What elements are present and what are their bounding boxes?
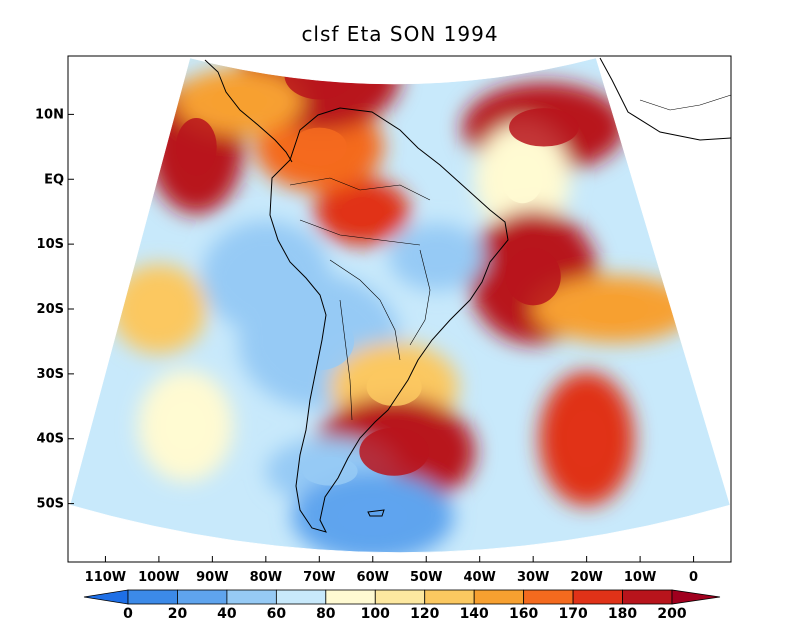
field-region-core [502,155,543,204]
colorbar-level-label: 180 [608,606,637,618]
x-tick-label: 90W [196,570,228,585]
x-tick-label: 40W [463,570,495,585]
colorbar-level-label: 200 [657,606,686,618]
colorbar-segment [374,589,426,605]
x-tick-label: 100W [138,570,179,585]
x-tick-label: 50W [410,570,442,585]
field-region-core [566,409,608,468]
x-tick-label: 0 [689,570,698,585]
colorbar-level-label: 60 [267,606,287,618]
colorbar-segment [127,589,178,605]
y-tick-label: EQ [44,172,64,187]
colorbar-level-label: 140 [460,606,489,618]
x-axis: 110W 100W 90W 80W 70W 60W 50W 40W 30W 20W 10W 0 [85,556,698,585]
field-region-core [578,294,649,324]
x-tick-label: 60W [357,570,389,585]
colorbar-level-label: 170 [558,606,587,618]
colorbar-level-label: 20 [168,606,188,618]
y-tick-label: 20S [37,302,64,317]
field-region-core [284,312,355,371]
colorbar-segment [275,589,327,605]
y-tick-label: 10N [35,107,64,122]
africa-coast [599,57,732,141]
x-tick-label: 20W [570,570,602,585]
x-tick-label: 10W [624,570,656,585]
x-tick-label: 70W [303,570,335,585]
x-tick-label: 80W [250,570,282,585]
colorbar-segment [572,589,623,605]
chart-title: clsf Eta SON 1994 [301,22,498,46]
domain-outline [69,57,731,553]
colorbar-level-label: 80 [316,606,336,618]
y-tick-label: 50S [37,497,64,512]
colorbar-segment [622,589,673,605]
colorbar-level-label: 160 [509,606,538,618]
colorbar-level-label: 120 [410,606,439,618]
map-panel [67,55,732,563]
colorbar-segment [226,589,277,605]
colorbar-segment [177,589,228,605]
colorbar-segment [473,589,525,605]
colorbar: 0 20 40 60 80 100 120 140 160 170 180 200 [83,589,721,618]
y-axis: 10N EQ 10S 20S 30S 40S 50S [35,107,74,512]
field-sharp [138,58,649,536]
colorbar-level-label: 40 [217,606,237,618]
field-region-core [359,427,429,476]
field-region-core [175,118,217,176]
x-tick-label: 30W [517,570,549,585]
field-layer [70,58,730,553]
country-borders [289,94,732,421]
field-region-core [366,367,422,407]
y-tick-label: 40S [37,432,64,447]
field-region-core [211,87,267,116]
field-region-core [505,247,561,306]
y-tick-label: 10S [37,237,64,252]
colorbar-level-label: 100 [361,606,390,618]
y-tick-label: 30S [37,367,64,382]
field-region-core [238,252,294,301]
south-america-coast [269,107,509,533]
colorbar-segment [523,589,574,605]
colorbar-lower-extension [83,589,129,605]
field-region-core [165,401,207,450]
field-region-core [341,197,383,227]
coastlines [204,57,732,533]
falklands [367,509,385,517]
x-tick-label: 110W [85,570,126,585]
field-region-core [138,289,180,329]
field-region-core [416,242,458,272]
central-america-coast [204,59,293,163]
colorbar-upper-extension [671,589,721,605]
colorbar-segment [424,589,475,605]
field-region-core [509,108,579,147]
colorbar-segment [325,589,376,605]
colorbar-level-label: 0 [123,606,133,618]
field-region-core [291,127,347,167]
field-blobs [111,58,695,553]
field-region-core [302,456,358,486]
field-region-core [337,497,408,536]
